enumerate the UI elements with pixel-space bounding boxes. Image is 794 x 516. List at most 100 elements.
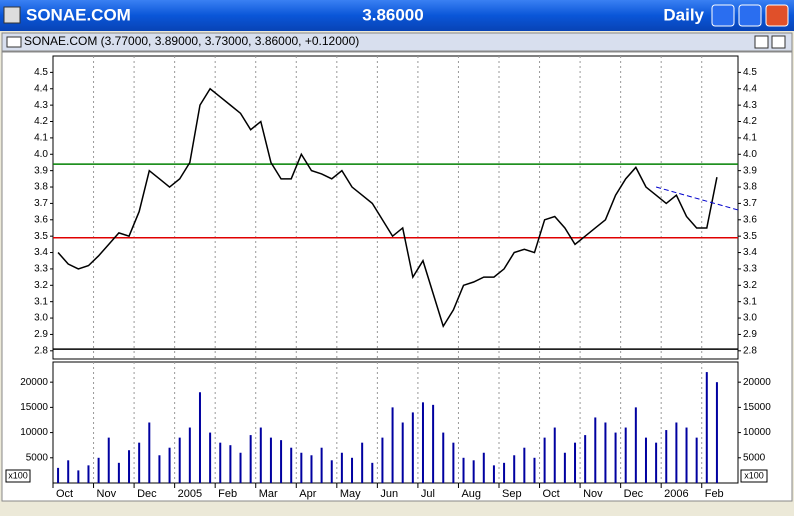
y-tick-label: 4.1 xyxy=(34,133,48,144)
y-tick-label: 3.1 xyxy=(743,296,757,307)
x-tick-label: Nov xyxy=(583,488,603,500)
x-tick-label: May xyxy=(340,488,361,500)
x-tick-label: Dec xyxy=(137,488,157,500)
x-tick-label: Oct xyxy=(56,488,73,500)
volume-bar xyxy=(269,437,272,483)
y-tick-label: 2.8 xyxy=(743,345,757,356)
volume-bar xyxy=(57,467,60,483)
volume-bar xyxy=(128,450,131,483)
volume-bar xyxy=(503,462,506,483)
close-button[interactable] xyxy=(765,4,789,27)
volume-bar xyxy=(381,437,384,483)
volume-bar xyxy=(67,460,70,483)
y-tick-label: 3.6 xyxy=(34,214,48,225)
volume-unit-box xyxy=(5,469,31,483)
y-tick-label: 3.0 xyxy=(743,313,757,324)
volume-bar xyxy=(320,447,323,483)
x-tick-label: 2005 xyxy=(178,488,202,500)
volume-bar xyxy=(188,427,191,483)
minimize-button[interactable] xyxy=(711,4,735,27)
y-tick-label: 3.1 xyxy=(34,296,48,307)
volume-bar xyxy=(371,462,374,483)
y-tick-label: 3.9 xyxy=(743,165,757,176)
maximize-button[interactable] xyxy=(738,4,762,27)
volume-unit: x100 xyxy=(8,470,28,480)
volume-bar xyxy=(715,382,718,483)
x-tick-label: Jul xyxy=(421,488,435,500)
y-tick-label: 20000 xyxy=(20,377,48,388)
x-tick-label: Feb xyxy=(705,488,724,500)
app-icon xyxy=(3,6,21,24)
y-tick-label: 10000 xyxy=(743,427,771,438)
window-period: Daily xyxy=(663,5,704,24)
volume-bar xyxy=(391,407,394,483)
y-tick-label: 4.0 xyxy=(743,149,757,160)
y-tick-label: 3.8 xyxy=(743,182,757,193)
volume-bar xyxy=(198,392,201,483)
x-tick-label: Aug xyxy=(461,488,481,500)
y-tick-label: 5000 xyxy=(743,452,766,463)
volume-bar xyxy=(604,422,607,483)
volume-bar xyxy=(280,440,283,483)
volume-bar xyxy=(219,442,222,483)
y-tick-label: 3.4 xyxy=(34,247,48,258)
x-tick-label: Mar xyxy=(259,488,278,500)
volume-bar xyxy=(513,455,516,483)
volume-bar xyxy=(543,437,546,483)
y-tick-label: 3.8 xyxy=(34,182,48,193)
volume-bar xyxy=(77,470,80,483)
volume-bar xyxy=(148,422,151,483)
chart-icon xyxy=(6,36,22,48)
volume-bar xyxy=(675,422,678,483)
y-tick-label: 4.4 xyxy=(34,83,48,94)
volume-bar xyxy=(411,412,414,483)
y-tick-label: 3.2 xyxy=(34,280,48,291)
y-tick-label: 3.4 xyxy=(743,247,757,258)
y-tick-label: 4.0 xyxy=(34,149,48,160)
volume-bar xyxy=(239,452,242,483)
volume-bar xyxy=(594,417,597,483)
volume-bar xyxy=(462,457,465,483)
trendline xyxy=(655,186,739,211)
y-tick-label: 4.5 xyxy=(34,67,48,78)
volume-bar xyxy=(310,455,313,483)
y-tick-label: 3.7 xyxy=(34,198,48,209)
y-tick-label: 15000 xyxy=(20,402,48,413)
volume-bar xyxy=(401,422,404,483)
volume-bar xyxy=(432,404,435,483)
chart-close[interactable] xyxy=(771,35,786,49)
x-tick-label: Sep xyxy=(502,488,522,500)
volume-bar xyxy=(361,442,364,483)
y-tick-label: 3.6 xyxy=(743,214,757,225)
window-symbol: SONAE.COM xyxy=(26,5,131,24)
volume-bar xyxy=(330,460,333,483)
x-tick-label: Dec xyxy=(624,488,644,500)
volume-bar xyxy=(665,430,668,483)
volume-bar xyxy=(492,465,495,483)
volume-unit: x100 xyxy=(744,470,764,480)
volume-bar xyxy=(117,462,120,483)
volume-bar xyxy=(421,402,424,483)
volume-bar xyxy=(472,460,475,483)
volume-bar xyxy=(259,427,262,483)
y-tick-label: 3.5 xyxy=(34,231,48,242)
volume-panel xyxy=(52,361,739,484)
volume-bar xyxy=(685,427,688,483)
volume-bar xyxy=(300,452,303,483)
x-tick-label: Apr xyxy=(299,488,316,500)
price-line xyxy=(57,87,718,329)
x-tick-label: Jun xyxy=(380,488,398,500)
volume-bar xyxy=(178,437,181,483)
y-tick-label: 3.3 xyxy=(743,264,757,275)
chart-subtitle: SONAE.COM (3.77000, 3.89000, 3.73000, 3.… xyxy=(24,34,359,48)
volume-bar xyxy=(523,447,526,483)
x-tick-label: Oct xyxy=(543,488,560,500)
price-panel xyxy=(52,55,739,360)
volume-bar xyxy=(584,435,587,483)
y-tick-label: 2.9 xyxy=(34,329,48,340)
volume-bar xyxy=(553,427,556,483)
y-tick-label: 3.2 xyxy=(743,280,757,291)
chart-restore[interactable] xyxy=(754,35,769,49)
volume-bar xyxy=(107,437,110,483)
